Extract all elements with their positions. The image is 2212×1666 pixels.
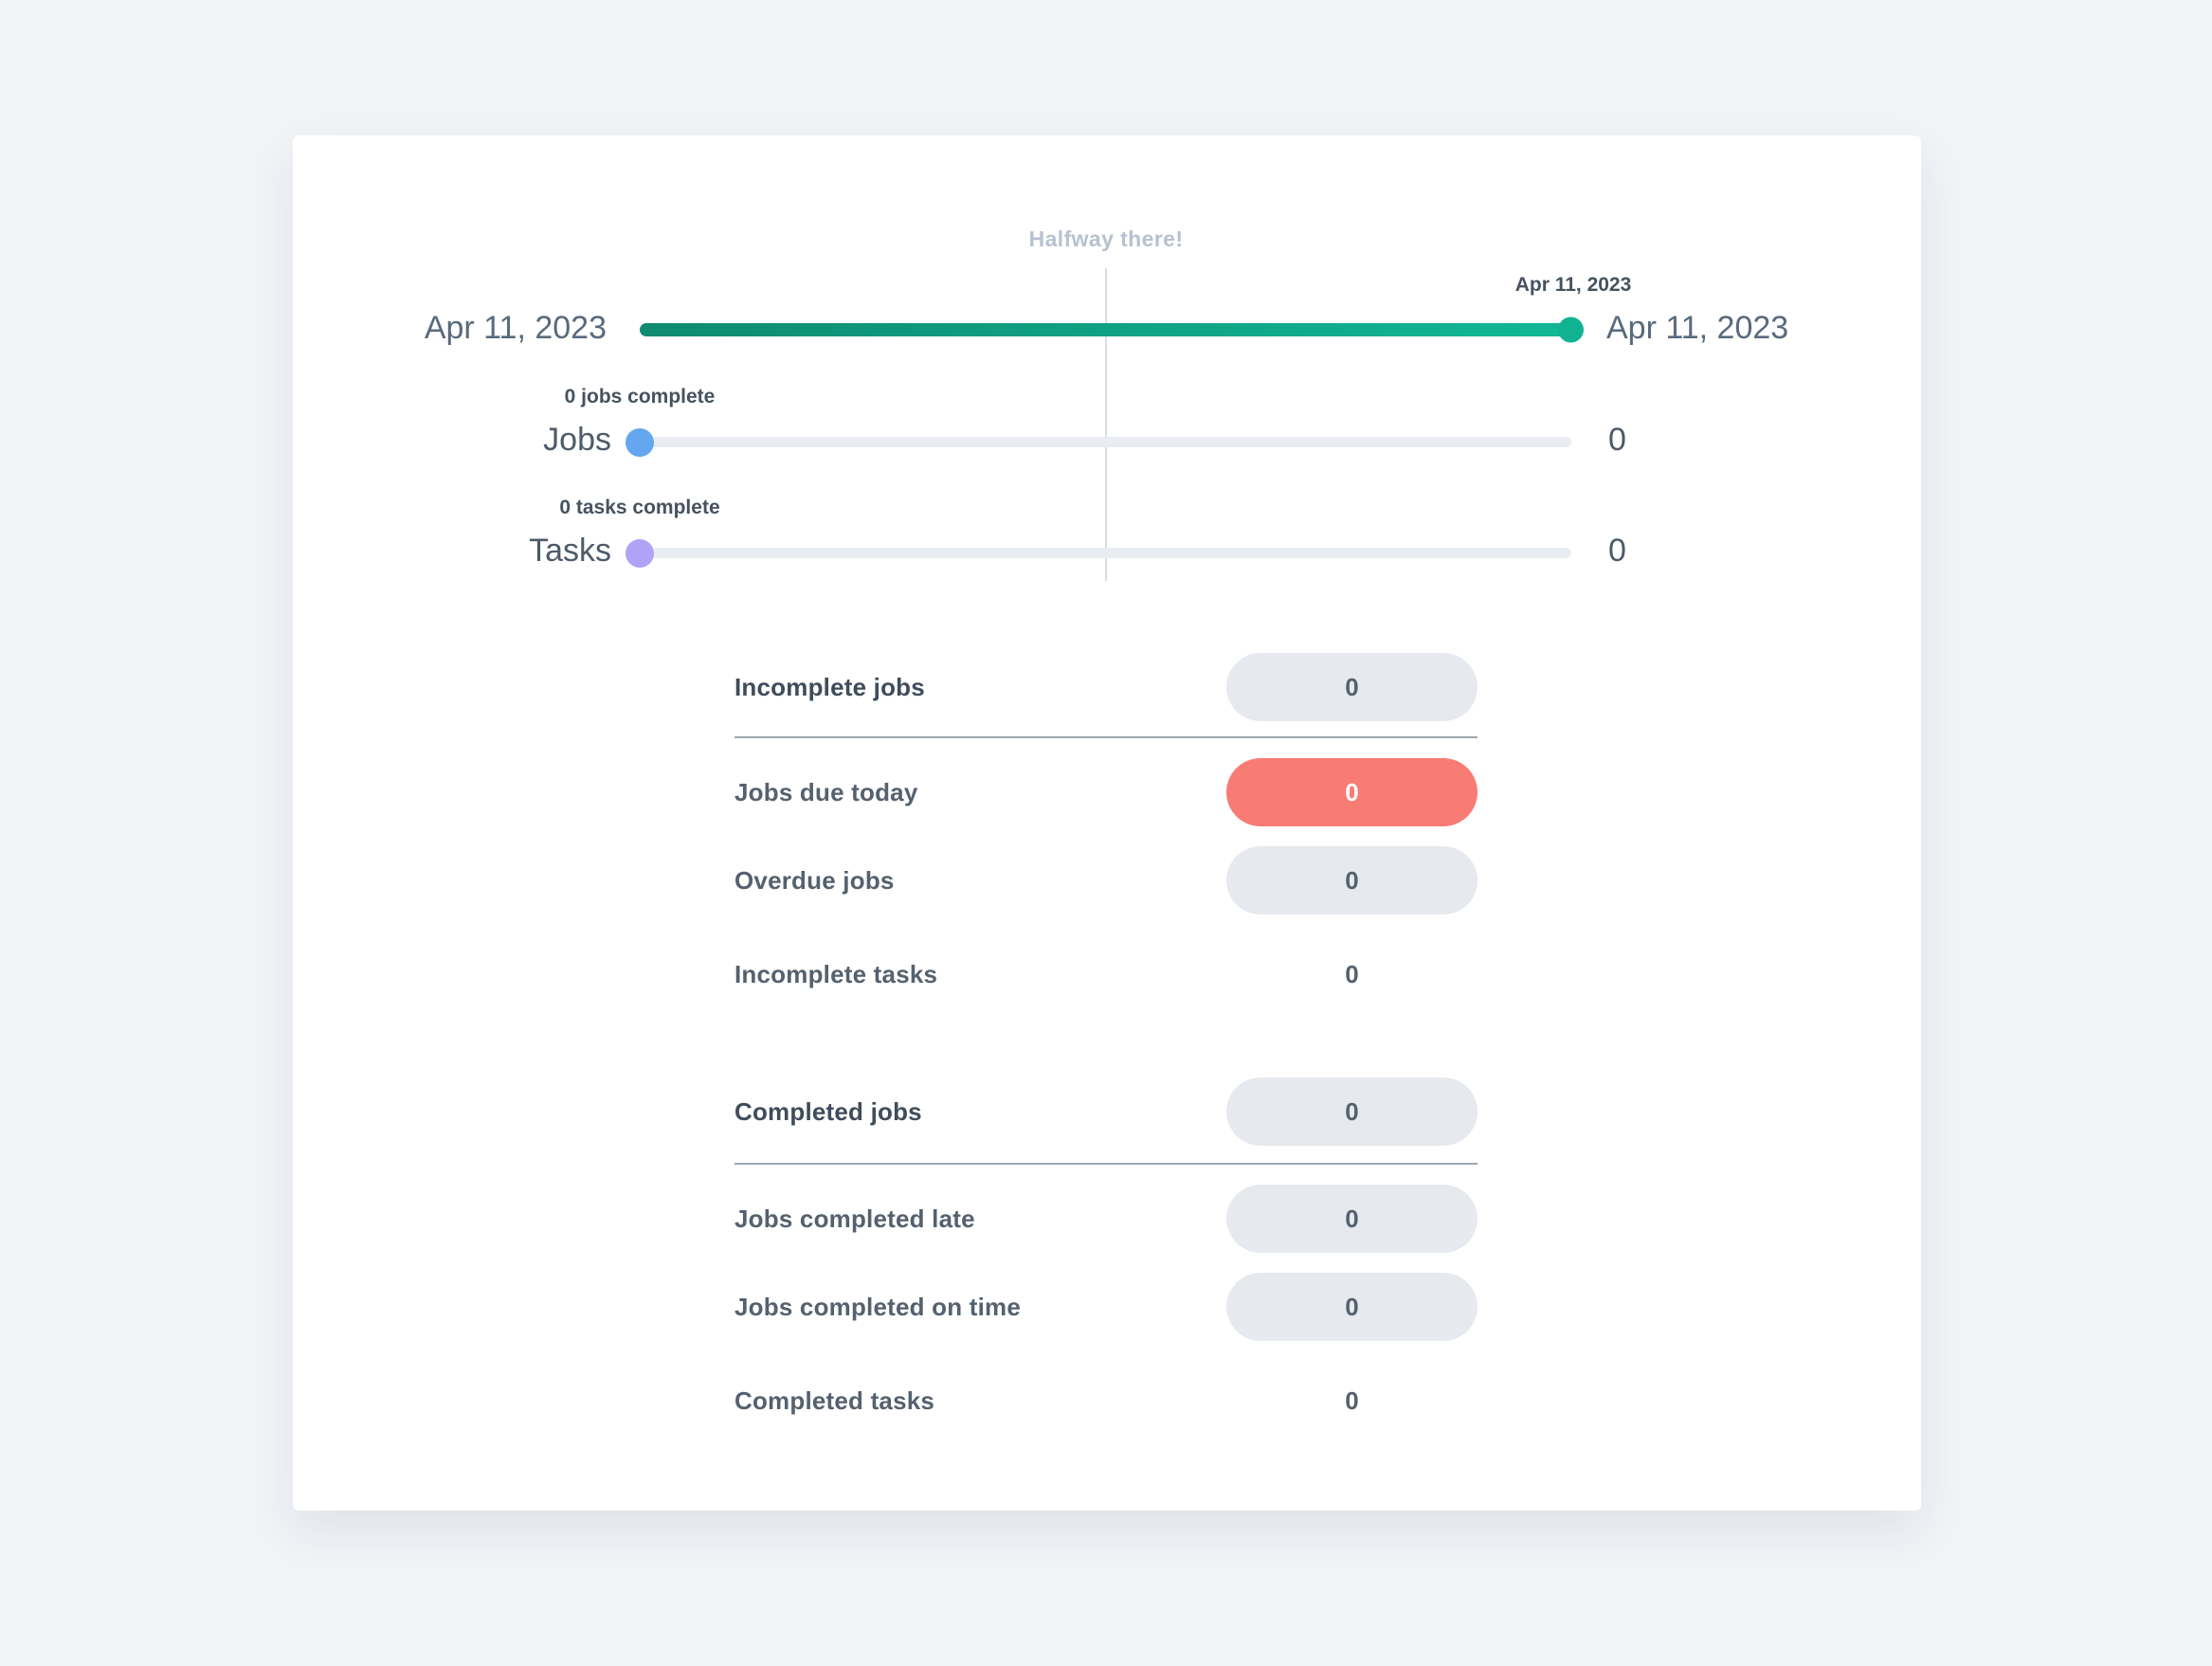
jobs-progress-track xyxy=(626,427,1571,457)
stat-label: Incomplete tasks xyxy=(734,959,938,988)
stats-group-divider xyxy=(734,736,1478,738)
halfway-label: Halfway there! xyxy=(1028,226,1184,251)
stat-value-pill: 0 xyxy=(1226,1273,1478,1341)
stat-row-incomplete-jobs: Incomplete jobs 0 xyxy=(734,653,1478,721)
stat-label: Overdue jobs xyxy=(734,865,895,895)
stat-value-plain: 0 xyxy=(1345,1385,1359,1415)
stat-value-pill: 0 xyxy=(1226,653,1478,721)
stat-value-pill: 0 xyxy=(1226,1185,1478,1253)
jobs-row-label: Jobs xyxy=(543,422,611,458)
stat-row-jobs-completed-on-time: Jobs completed on time 0 xyxy=(734,1273,1478,1341)
stats-group-divider xyxy=(734,1163,1478,1165)
tasks-complete-tooltip: 0 tasks complete xyxy=(559,497,720,518)
tasks-progress-track xyxy=(626,538,1571,568)
stat-value-pill: 0 xyxy=(1226,846,1478,914)
jobs-total-count: 0 xyxy=(1608,422,1626,458)
stat-label: Jobs due today xyxy=(734,777,918,806)
stat-label: Completed jobs xyxy=(734,1096,922,1126)
stat-row-completed-tasks: Completed tasks 0 xyxy=(734,1367,1478,1435)
stat-row-jobs-completed-late: Jobs completed late 0 xyxy=(734,1185,1478,1253)
tasks-total-count: 0 xyxy=(1608,533,1626,569)
timeline-progress-bar xyxy=(640,317,1584,343)
stat-row-incomplete-tasks: Incomplete tasks 0 xyxy=(734,940,1478,1008)
tasks-progress-knob xyxy=(626,538,654,568)
stat-value-pill: 0 xyxy=(1226,1077,1478,1146)
stat-row-jobs-due-today: Jobs due today 0 xyxy=(734,758,1478,826)
halfway-marker-line xyxy=(1105,268,1107,581)
tasks-row-label: Tasks xyxy=(529,533,611,569)
stat-label: Incomplete jobs xyxy=(734,672,925,701)
timeline-knob xyxy=(1558,317,1584,343)
stat-label: Jobs completed on time xyxy=(734,1292,1022,1321)
stat-value-plain: 0 xyxy=(1345,959,1359,988)
timeline-start-date: Apr 11, 2023 xyxy=(424,310,607,346)
timeline-end-date: Apr 11, 2023 xyxy=(1606,310,1789,346)
jobs-progress-knob xyxy=(626,427,654,457)
stat-row-completed-jobs: Completed jobs 0 xyxy=(734,1077,1478,1146)
progress-report-card: Halfway there! Apr 11, 2023 Apr 11, 2023… xyxy=(293,136,1921,1511)
stat-label: Jobs completed late xyxy=(734,1204,975,1233)
stat-value-pill-alert: 0 xyxy=(1226,758,1478,826)
stat-row-overdue-jobs: Overdue jobs 0 xyxy=(734,846,1478,914)
stat-label: Completed tasks xyxy=(734,1385,935,1415)
jobs-complete-tooltip: 0 jobs complete xyxy=(564,386,716,407)
timeline-knob-date-tooltip: Apr 11, 2023 xyxy=(1514,274,1632,296)
